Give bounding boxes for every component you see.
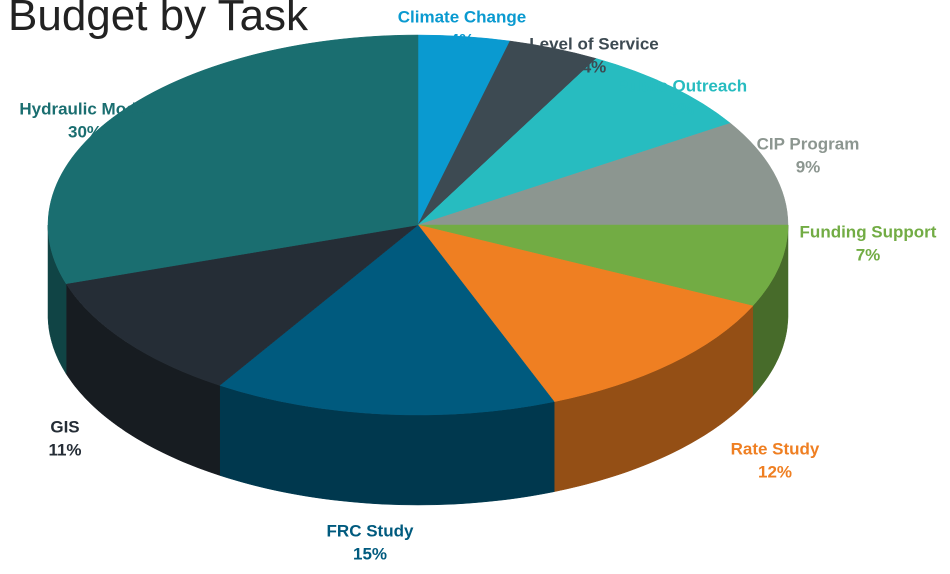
slice-label: Hydraulic Model bbox=[19, 99, 150, 118]
slice-label: Level of Service bbox=[529, 34, 658, 53]
slice-value-label: 4% bbox=[450, 30, 475, 49]
pie-sides bbox=[47, 225, 789, 506]
slice-label: Rate Study bbox=[731, 439, 820, 458]
slice-value-label: 11% bbox=[48, 440, 81, 459]
slice-value-label: 15% bbox=[353, 544, 387, 563]
pie-slice bbox=[417, 122, 789, 226]
slice-label: Climate Change bbox=[398, 7, 526, 26]
slice-value-label: 8% bbox=[670, 99, 695, 118]
slice-value-label: 7% bbox=[856, 245, 881, 264]
pie-slice bbox=[417, 224, 789, 307]
pie-slice bbox=[417, 58, 731, 226]
slice-label: GIS bbox=[50, 417, 79, 436]
slice-value-label: 12% bbox=[758, 462, 792, 481]
pie-slice bbox=[65, 224, 419, 386]
slice-label: CIP Program bbox=[757, 134, 860, 153]
slice-label: Public Outreach bbox=[617, 76, 747, 95]
chart-title: Budget by Task bbox=[8, 0, 309, 40]
pie-slice bbox=[417, 224, 754, 402]
slice-value-label: 4% bbox=[582, 57, 607, 76]
slice-value-label: 30% bbox=[68, 122, 102, 141]
slice-label: Funding Support bbox=[800, 222, 937, 241]
slice-value-label: 9% bbox=[796, 157, 821, 176]
pie-tops bbox=[47, 34, 789, 416]
slice-label: FRC Study bbox=[327, 521, 414, 540]
pie-slice bbox=[47, 34, 419, 284]
pie-slice bbox=[219, 224, 555, 416]
